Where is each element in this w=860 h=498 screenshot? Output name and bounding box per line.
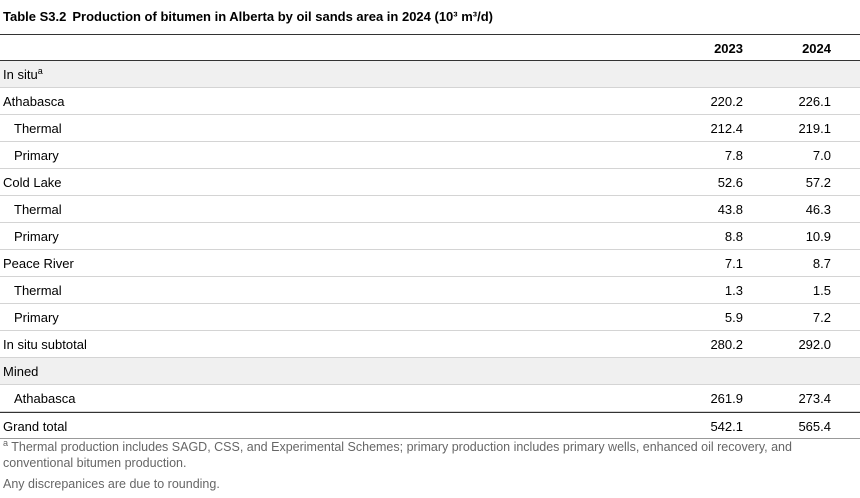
- table-row: Athabasca 261.9 273.4: [0, 385, 860, 412]
- cell-value: 52.6: [717, 175, 743, 190]
- cell-value: 1.3: [724, 283, 743, 298]
- row-label: In situ subtotal: [3, 337, 87, 352]
- table-row: Thermal 212.4 219.1: [0, 115, 860, 142]
- cell-value: 10.9: [805, 229, 831, 244]
- cell-value: 7.0: [812, 148, 831, 163]
- table-title: Table S3.2 Production of bitumen in Alber…: [3, 9, 493, 24]
- column-header: 2024: [802, 41, 831, 56]
- row-label: Thermal: [14, 202, 62, 217]
- row-label: Thermal: [14, 283, 62, 298]
- cell-value: 43.8: [717, 202, 743, 217]
- cell-value: 220.2: [710, 94, 743, 109]
- table-row: Mined: [0, 358, 860, 385]
- table-title-text: Production of bitumen in Alberta by oil …: [72, 9, 493, 24]
- table-row: Grand total 542.1 565.4: [0, 412, 860, 439]
- section-label: Mined: [3, 364, 39, 379]
- table-row: Thermal 1.3 1.5: [0, 277, 860, 304]
- cell-value: 273.4: [798, 391, 831, 406]
- row-label: Grand total: [3, 419, 68, 434]
- cell-value: 1.5: [812, 283, 831, 298]
- cell-value: 212.4: [710, 121, 743, 136]
- table-label: Table S3.2: [3, 9, 67, 24]
- table-row: 2023 2024: [0, 34, 860, 61]
- footnote-marker: a: [3, 438, 9, 448]
- table-row: Thermal 43.8 46.3: [0, 196, 860, 223]
- cell-value: 7.8: [724, 148, 743, 163]
- table-row: In situ subtotal 280.2 292.0: [0, 331, 860, 358]
- column-header: 2023: [714, 41, 743, 56]
- table-row: Athabasca 220.2 226.1: [0, 88, 860, 115]
- row-label: Primary: [14, 310, 59, 325]
- table-row: Primary 5.9 7.2: [0, 304, 860, 331]
- row-label: Primary: [14, 229, 59, 244]
- cell-value: 261.9: [710, 391, 743, 406]
- cell-value: 8.7: [812, 256, 831, 271]
- cell-value: 7.2: [812, 310, 831, 325]
- section-label: In situa: [3, 66, 43, 83]
- cell-value: 57.2: [805, 175, 831, 190]
- table-row: Cold Lake 52.6 57.2: [0, 169, 860, 196]
- cell-value: 5.9: [724, 310, 743, 325]
- note-marker: a: [37, 66, 43, 76]
- cell-value: 280.2: [710, 337, 743, 352]
- cell-value: 7.1: [724, 256, 743, 271]
- footnote: Any discrepanices are due to rounding.: [3, 477, 220, 491]
- cell-value: 292.0: [798, 337, 831, 352]
- cell-value: 542.1: [710, 419, 743, 434]
- row-label: Athabasca: [14, 391, 76, 406]
- cell-value: 226.1: [798, 94, 831, 109]
- row-label: Peace River: [3, 256, 74, 271]
- row-label: Cold Lake: [3, 175, 62, 190]
- row-label: Thermal: [14, 121, 62, 136]
- row-label: Athabasca: [3, 94, 65, 109]
- cell-value: 219.1: [798, 121, 831, 136]
- table-row: Primary 7.8 7.0: [0, 142, 860, 169]
- footnote: a Thermal production includes SAGD, CSS,…: [3, 439, 853, 471]
- cell-value: 46.3: [805, 202, 831, 217]
- cell-value: 8.8: [724, 229, 743, 244]
- table-row: In situa: [0, 61, 860, 88]
- table-row: Primary 8.8 10.9: [0, 223, 860, 250]
- cell-value: 565.4: [798, 419, 831, 434]
- table-row: Peace River 7.1 8.7: [0, 250, 860, 277]
- footnote-text: Thermal production includes SAGD, CSS, a…: [3, 440, 792, 470]
- row-label: Primary: [14, 148, 59, 163]
